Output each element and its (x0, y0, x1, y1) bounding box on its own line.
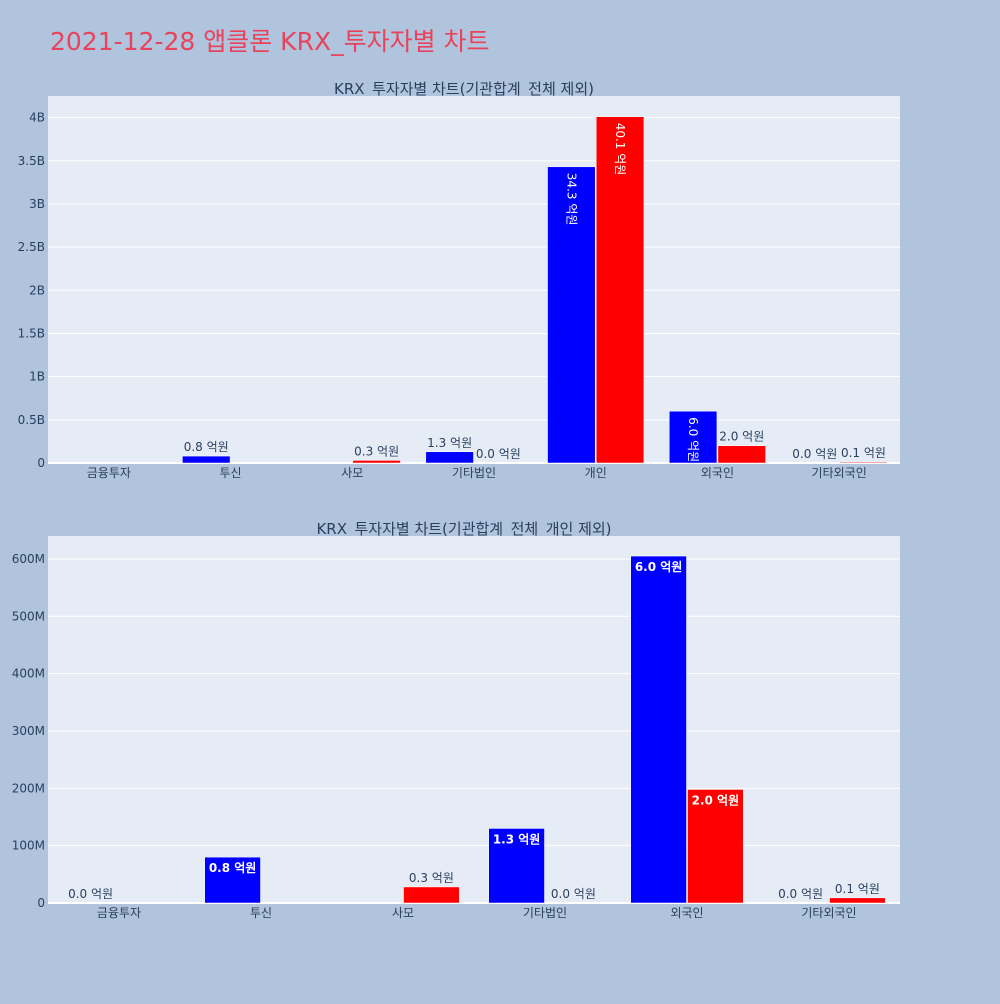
x-tick-label: 기타법인 (452, 466, 496, 480)
x-tick-label: 외국인 (701, 466, 734, 480)
bar (829, 897, 886, 904)
y-tick-label: 0 (37, 456, 45, 470)
bar (204, 856, 261, 904)
data-label: 1.3 억원 (427, 436, 472, 450)
data-label: 0.0 억원 (551, 887, 596, 901)
plot-area (48, 96, 900, 463)
chart-title: KRX_투자자별 차트(기관합계_전체 제외) (334, 80, 594, 99)
data-label: 0.1 억원 (841, 446, 886, 460)
x-tick-label: 외국인 (670, 906, 703, 920)
x-tick-label: 투신 (250, 906, 272, 920)
bar (687, 789, 744, 904)
data-label: 1.3 억원 (493, 832, 541, 846)
y-tick-label: 0 (37, 896, 45, 910)
y-tick-label: 100M (12, 839, 45, 853)
bar (595, 116, 645, 464)
y-tick-label: 300M (12, 724, 45, 738)
data-label: 0.1 억원 (835, 882, 880, 896)
data-label: 0.0 억원 (792, 447, 837, 461)
x-tick-label: 개인 (585, 466, 607, 480)
y-tick-label: 1.5B (18, 326, 45, 340)
data-label: 0.3 억원 (354, 444, 399, 458)
bar (425, 451, 474, 464)
bar (839, 461, 888, 464)
data-label: 0.8 억원 (184, 440, 229, 454)
y-tick-label: 2.5B (18, 240, 45, 254)
y-tick-label: 1B (29, 370, 45, 384)
y-tick-label: 600M (12, 552, 45, 566)
bar (488, 828, 545, 904)
x-tick-label: 기타외국인 (812, 466, 867, 480)
x-tick-label: 금융투자 (87, 466, 131, 480)
x-tick-label: 사모 (341, 466, 363, 480)
bar (547, 166, 596, 464)
data-label: 34.3 억원 (564, 173, 578, 226)
data-label: 40.1 억원 (613, 123, 627, 176)
bar (717, 445, 766, 464)
data-label: 0.8 억원 (209, 861, 257, 875)
chart-1: KRX_투자자별 차트(기관합계_전체 제외) 0 0.5B 1B 1.5B 2B 2.5B… (18, 80, 900, 480)
data-label: 0.0 억원 (68, 887, 113, 901)
y-tick-label: 4B (29, 111, 45, 125)
x-tick-label: 금융투자 (97, 906, 141, 920)
data-label: 6.0 억원 (635, 560, 683, 574)
y-tick-label: 2B (29, 283, 45, 297)
bar (182, 455, 231, 464)
bar (630, 555, 687, 904)
x-tick-label: 기타외국인 (801, 906, 856, 920)
bar (668, 410, 718, 464)
data-label: 0.0 억원 (476, 447, 521, 461)
chart-2: KRX_투자자별 차트(기관합계_전체_개인 제외) 0 100M 200M 300M 4… (0, 500, 1000, 1004)
x-tick-label: 투신 (220, 466, 242, 480)
x-tick-label: 사모 (392, 906, 414, 920)
y-tick-label: 200M (12, 781, 45, 795)
plot-area (48, 536, 900, 903)
bar (403, 886, 460, 904)
x-tick-label: 기타법인 (523, 906, 567, 920)
chart-2-svg: KRX_투자자별 차트(기관합계_전체_개인 제외) 0 100M 200M 300M 4… (12, 520, 900, 920)
page-title: 2021-12-28 앱클론 KRX_투자자별 차트 (50, 27, 490, 56)
chart-1-svg: KRX_투자자별 차트(기관합계_전체 제외) 0 0.5B 1B 1.5B 2B 2.5B… (18, 80, 900, 480)
data-label: 2.0 억원 (692, 793, 740, 807)
y-tick-label: 0.5B (18, 413, 45, 427)
data-label: 6.0 억원 (686, 417, 700, 462)
data-label: 2.0 억원 (719, 430, 764, 444)
bar (352, 460, 401, 464)
data-label: 0.0 억원 (778, 887, 823, 901)
data-label: 0.3 억원 (409, 871, 454, 885)
y-tick-label: 500M (12, 609, 45, 623)
y-tick-label: 400M (12, 667, 45, 681)
y-tick-label: 3.5B (18, 154, 45, 168)
chart-title: KRX_투자자별 차트(기관합계_전체_개인 제외) (316, 520, 611, 539)
y-tick-label: 3B (29, 197, 45, 211)
